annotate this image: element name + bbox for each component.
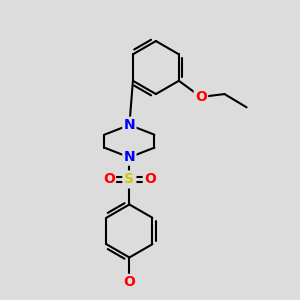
Text: O: O: [124, 275, 135, 289]
Text: S: S: [124, 172, 134, 186]
Text: O: O: [144, 172, 156, 186]
Text: O: O: [195, 90, 207, 104]
Text: N: N: [124, 150, 135, 164]
Text: N: N: [124, 118, 135, 132]
Text: O: O: [103, 172, 115, 186]
